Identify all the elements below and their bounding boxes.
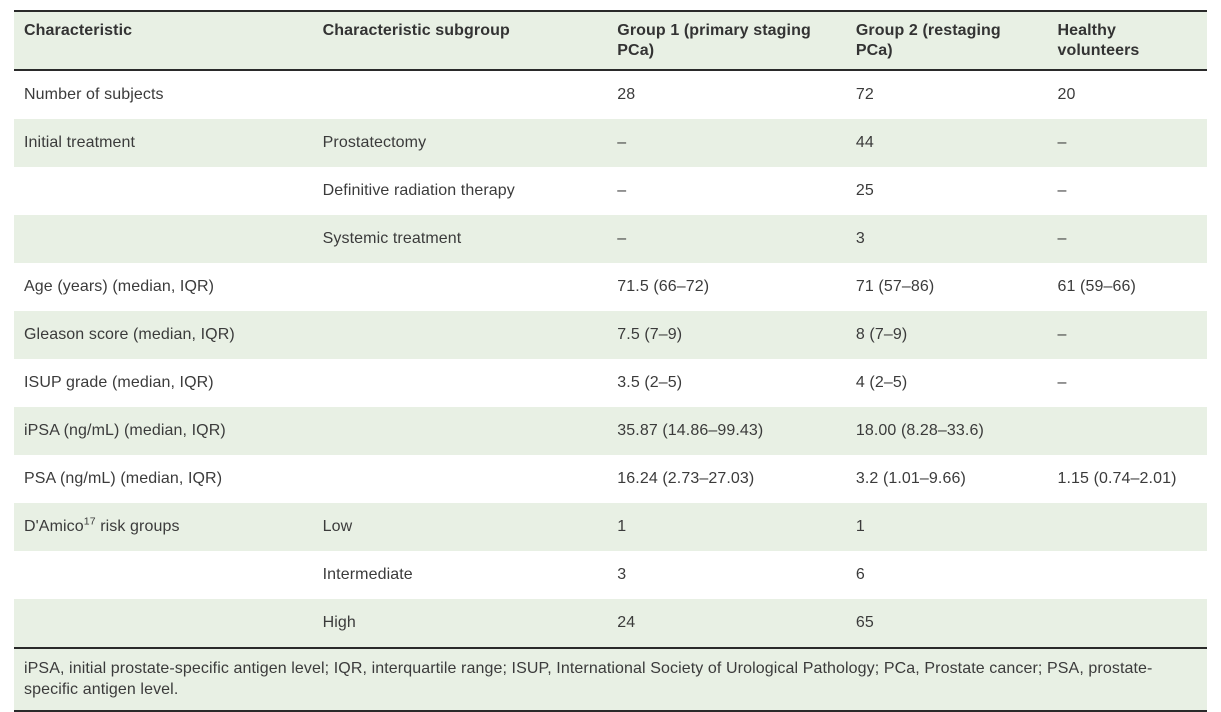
cell-characteristic: D'Amico17 risk groups [14,503,315,551]
cell-group1: 1 [609,503,848,551]
cell-characteristic: Gleason score (median, IQR) [14,311,315,359]
cell-healthy [1049,407,1207,455]
cell-healthy: – [1049,119,1207,167]
cell-group2: 71 (57–86) [855,278,935,295]
cell-healthy: 20 [1057,86,1076,103]
cell-healthy: – [1049,311,1207,359]
cell-subgroup [315,263,610,311]
cell-group2: 3 [847,215,1050,263]
cell-group2: 72 [855,86,874,103]
table-header: Characteristic Characteristic subgroup G… [14,11,1207,71]
cell-subgroup [314,407,610,455]
cell-group1: 7.5 (7–9) [609,311,848,359]
cell-subgroup: High [314,599,610,649]
cell-group1: – [617,182,627,199]
cell-characteristic: iPSA (ng/mL) (median, IQR) [14,407,315,455]
table-row-initial-treatment-prostatectomy: Initial treatment Prostatectomy – 44 – [14,119,1207,167]
cell-group1: 3.5 (2–5) [617,374,683,391]
cell-group2: 8 (7–9) [847,311,1050,359]
cell-group2: 6 [855,566,865,583]
cell-group1: 28 [617,86,636,103]
table-footnote: iPSA, initial prostate-specific antigen … [14,649,1207,712]
column-header-characteristic-subgroup: Characteristic subgroup [314,11,610,71]
cell-healthy: – [1057,182,1067,199]
table-row-gleason-score: Gleason score (median, IQR) 7.5 (7–9) 8 … [14,311,1207,359]
cell-group1: – [609,215,848,263]
characteristics-table-container: Characteristic Characteristic subgroup G… [14,10,1207,712]
cell-characteristic: ISUP grade (median, IQR) [24,374,214,391]
table-row-systemic-treatment: Systemic treatment – 3 – [14,215,1207,263]
cell-subgroup: Intermediate [322,566,413,583]
cell-healthy [1049,503,1207,551]
cell-healthy: 61 (59–66) [1057,278,1136,295]
cell-healthy [1049,599,1207,649]
column-header-healthy-volunteers: Healthy volunteers [1049,11,1207,71]
cell-subgroup [314,311,610,359]
cell-group2: 1 [847,503,1050,551]
table-row-damico-intermediate: Intermediate 3 6 [14,551,1207,599]
patient-characteristics-table: Characteristic Characteristic subgroup G… [14,10,1207,649]
cell-characteristic: PSA (ng/mL) (median, IQR) [24,470,223,487]
cell-healthy: – [1049,215,1207,263]
cell-subgroup [315,359,610,407]
damico-label: D'Amico [24,518,84,535]
cell-subgroup: Low [314,503,610,551]
cell-characteristic [14,167,315,215]
cell-characteristic: Number of subjects [24,86,164,103]
reference-superscript: 17 [83,515,96,528]
cell-group1: 3 [617,566,627,583]
cell-group1: – [609,119,848,167]
cell-group2: 25 [855,182,874,199]
cell-subgroup: Definitive radiation therapy [322,182,515,199]
cell-subgroup [315,455,610,503]
cell-characteristic [14,551,315,599]
table-row-ipsa: iPSA (ng/mL) (median, IQR) 35.87 (14.86–… [14,407,1207,455]
cell-group2: 65 [847,599,1050,649]
cell-healthy [1049,551,1207,599]
cell-characteristic [14,599,315,649]
cell-group2: 4 (2–5) [855,374,908,391]
cell-characteristic: Age (years) (median, IQR) [24,278,215,295]
cell-group2: 3.2 (1.01–9.66) [855,470,966,487]
cell-subgroup: Prostatectomy [314,119,610,167]
table-row-age: Age (years) (median, IQR) 71.5 (66–72) 7… [14,263,1207,311]
table-body: Number of subjects 28 72 20 Initial trea… [14,70,1207,649]
table-row-definitive-radiation-therapy: Definitive radiation therapy – 25 – [14,167,1207,215]
table-row-damico-high: High 24 65 [14,599,1207,649]
cell-group2: 18.00 (8.28–33.6) [847,407,1050,455]
table-row-isup-grade: ISUP grade (median, IQR) 3.5 (2–5) 4 (2–… [14,359,1207,407]
column-header-group1: Group 1 (primary staging PCa) [609,11,848,71]
table-row-psa: PSA (ng/mL) (median, IQR) 16.24 (2.73–27… [14,455,1207,503]
cell-group1: 24 [609,599,848,649]
cell-subgroup: Systemic treatment [314,215,610,263]
column-header-group2: Group 2 (restaging PCa) [847,11,1050,71]
cell-group1: 16.24 (2.73–27.03) [617,470,755,487]
table-row-number-of-subjects: Number of subjects 28 72 20 [14,70,1207,119]
column-header-characteristic: Characteristic [14,11,315,71]
cell-healthy: 1.15 (0.74–2.01) [1057,470,1177,487]
cell-group2: 44 [847,119,1050,167]
header-row: Characteristic Characteristic subgroup G… [14,11,1207,71]
cell-group1: 35.87 (14.86–99.43) [609,407,848,455]
damico-label-rest: risk groups [95,518,180,535]
table-row-damico-low: D'Amico17 risk groups Low 1 1 [14,503,1207,551]
cell-healthy: – [1057,374,1067,391]
cell-group1: 71.5 (66–72) [617,278,710,295]
cell-characteristic: Initial treatment [14,119,315,167]
cell-subgroup [315,70,610,119]
cell-characteristic [14,215,315,263]
